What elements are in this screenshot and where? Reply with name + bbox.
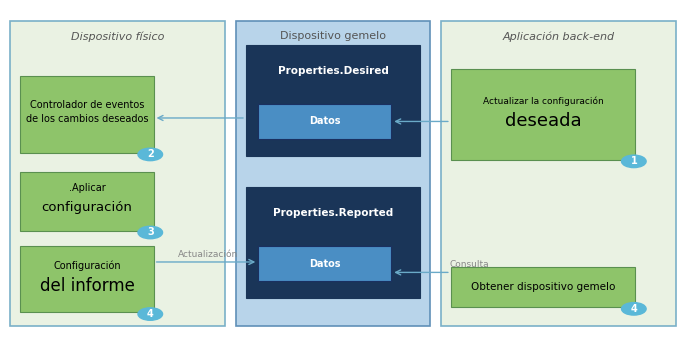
- FancyBboxPatch shape: [258, 104, 391, 139]
- Text: Dispositivo físico: Dispositivo físico: [71, 31, 165, 42]
- Text: Controlador de eventos: Controlador de eventos: [30, 100, 144, 110]
- Text: 1: 1: [630, 156, 637, 166]
- Text: 4: 4: [147, 309, 154, 319]
- FancyBboxPatch shape: [10, 21, 225, 326]
- FancyBboxPatch shape: [258, 246, 391, 281]
- Text: Obtener dispositivo gemelo: Obtener dispositivo gemelo: [471, 282, 615, 292]
- Circle shape: [622, 155, 646, 168]
- Text: Aplicación back-end: Aplicación back-end: [502, 31, 615, 42]
- Text: deseada: deseada: [505, 112, 581, 130]
- Text: Actualización: Actualización: [178, 249, 238, 259]
- FancyBboxPatch shape: [20, 172, 154, 231]
- Text: 3: 3: [147, 228, 154, 237]
- Text: Dispositivo gemelo: Dispositivo gemelo: [280, 32, 386, 41]
- Text: de los cambios deseados: de los cambios deseados: [26, 115, 148, 124]
- FancyBboxPatch shape: [451, 267, 635, 307]
- Circle shape: [622, 303, 646, 315]
- Text: Properties.Reported: Properties.Reported: [273, 209, 393, 218]
- FancyBboxPatch shape: [441, 21, 676, 326]
- FancyBboxPatch shape: [20, 76, 154, 153]
- FancyBboxPatch shape: [246, 45, 420, 156]
- FancyBboxPatch shape: [451, 69, 635, 160]
- Circle shape: [138, 226, 163, 239]
- FancyBboxPatch shape: [246, 187, 420, 298]
- Circle shape: [138, 308, 163, 320]
- Text: .Aplicar: .Aplicar: [69, 183, 105, 193]
- Text: Actualizar la configuración: Actualizar la configuración: [483, 96, 603, 106]
- Text: Datos: Datos: [309, 259, 341, 269]
- FancyBboxPatch shape: [20, 246, 154, 312]
- Text: Properties.Desired: Properties.Desired: [277, 66, 389, 76]
- Text: Configuración: Configuración: [53, 261, 121, 271]
- Circle shape: [138, 148, 163, 161]
- Text: Consulta: Consulta: [449, 260, 489, 269]
- Text: 4: 4: [630, 304, 637, 314]
- Text: del informe: del informe: [40, 277, 135, 295]
- Text: configuración: configuración: [42, 201, 133, 214]
- Text: 2: 2: [147, 150, 154, 159]
- FancyBboxPatch shape: [236, 21, 430, 326]
- Text: Datos: Datos: [309, 117, 341, 126]
